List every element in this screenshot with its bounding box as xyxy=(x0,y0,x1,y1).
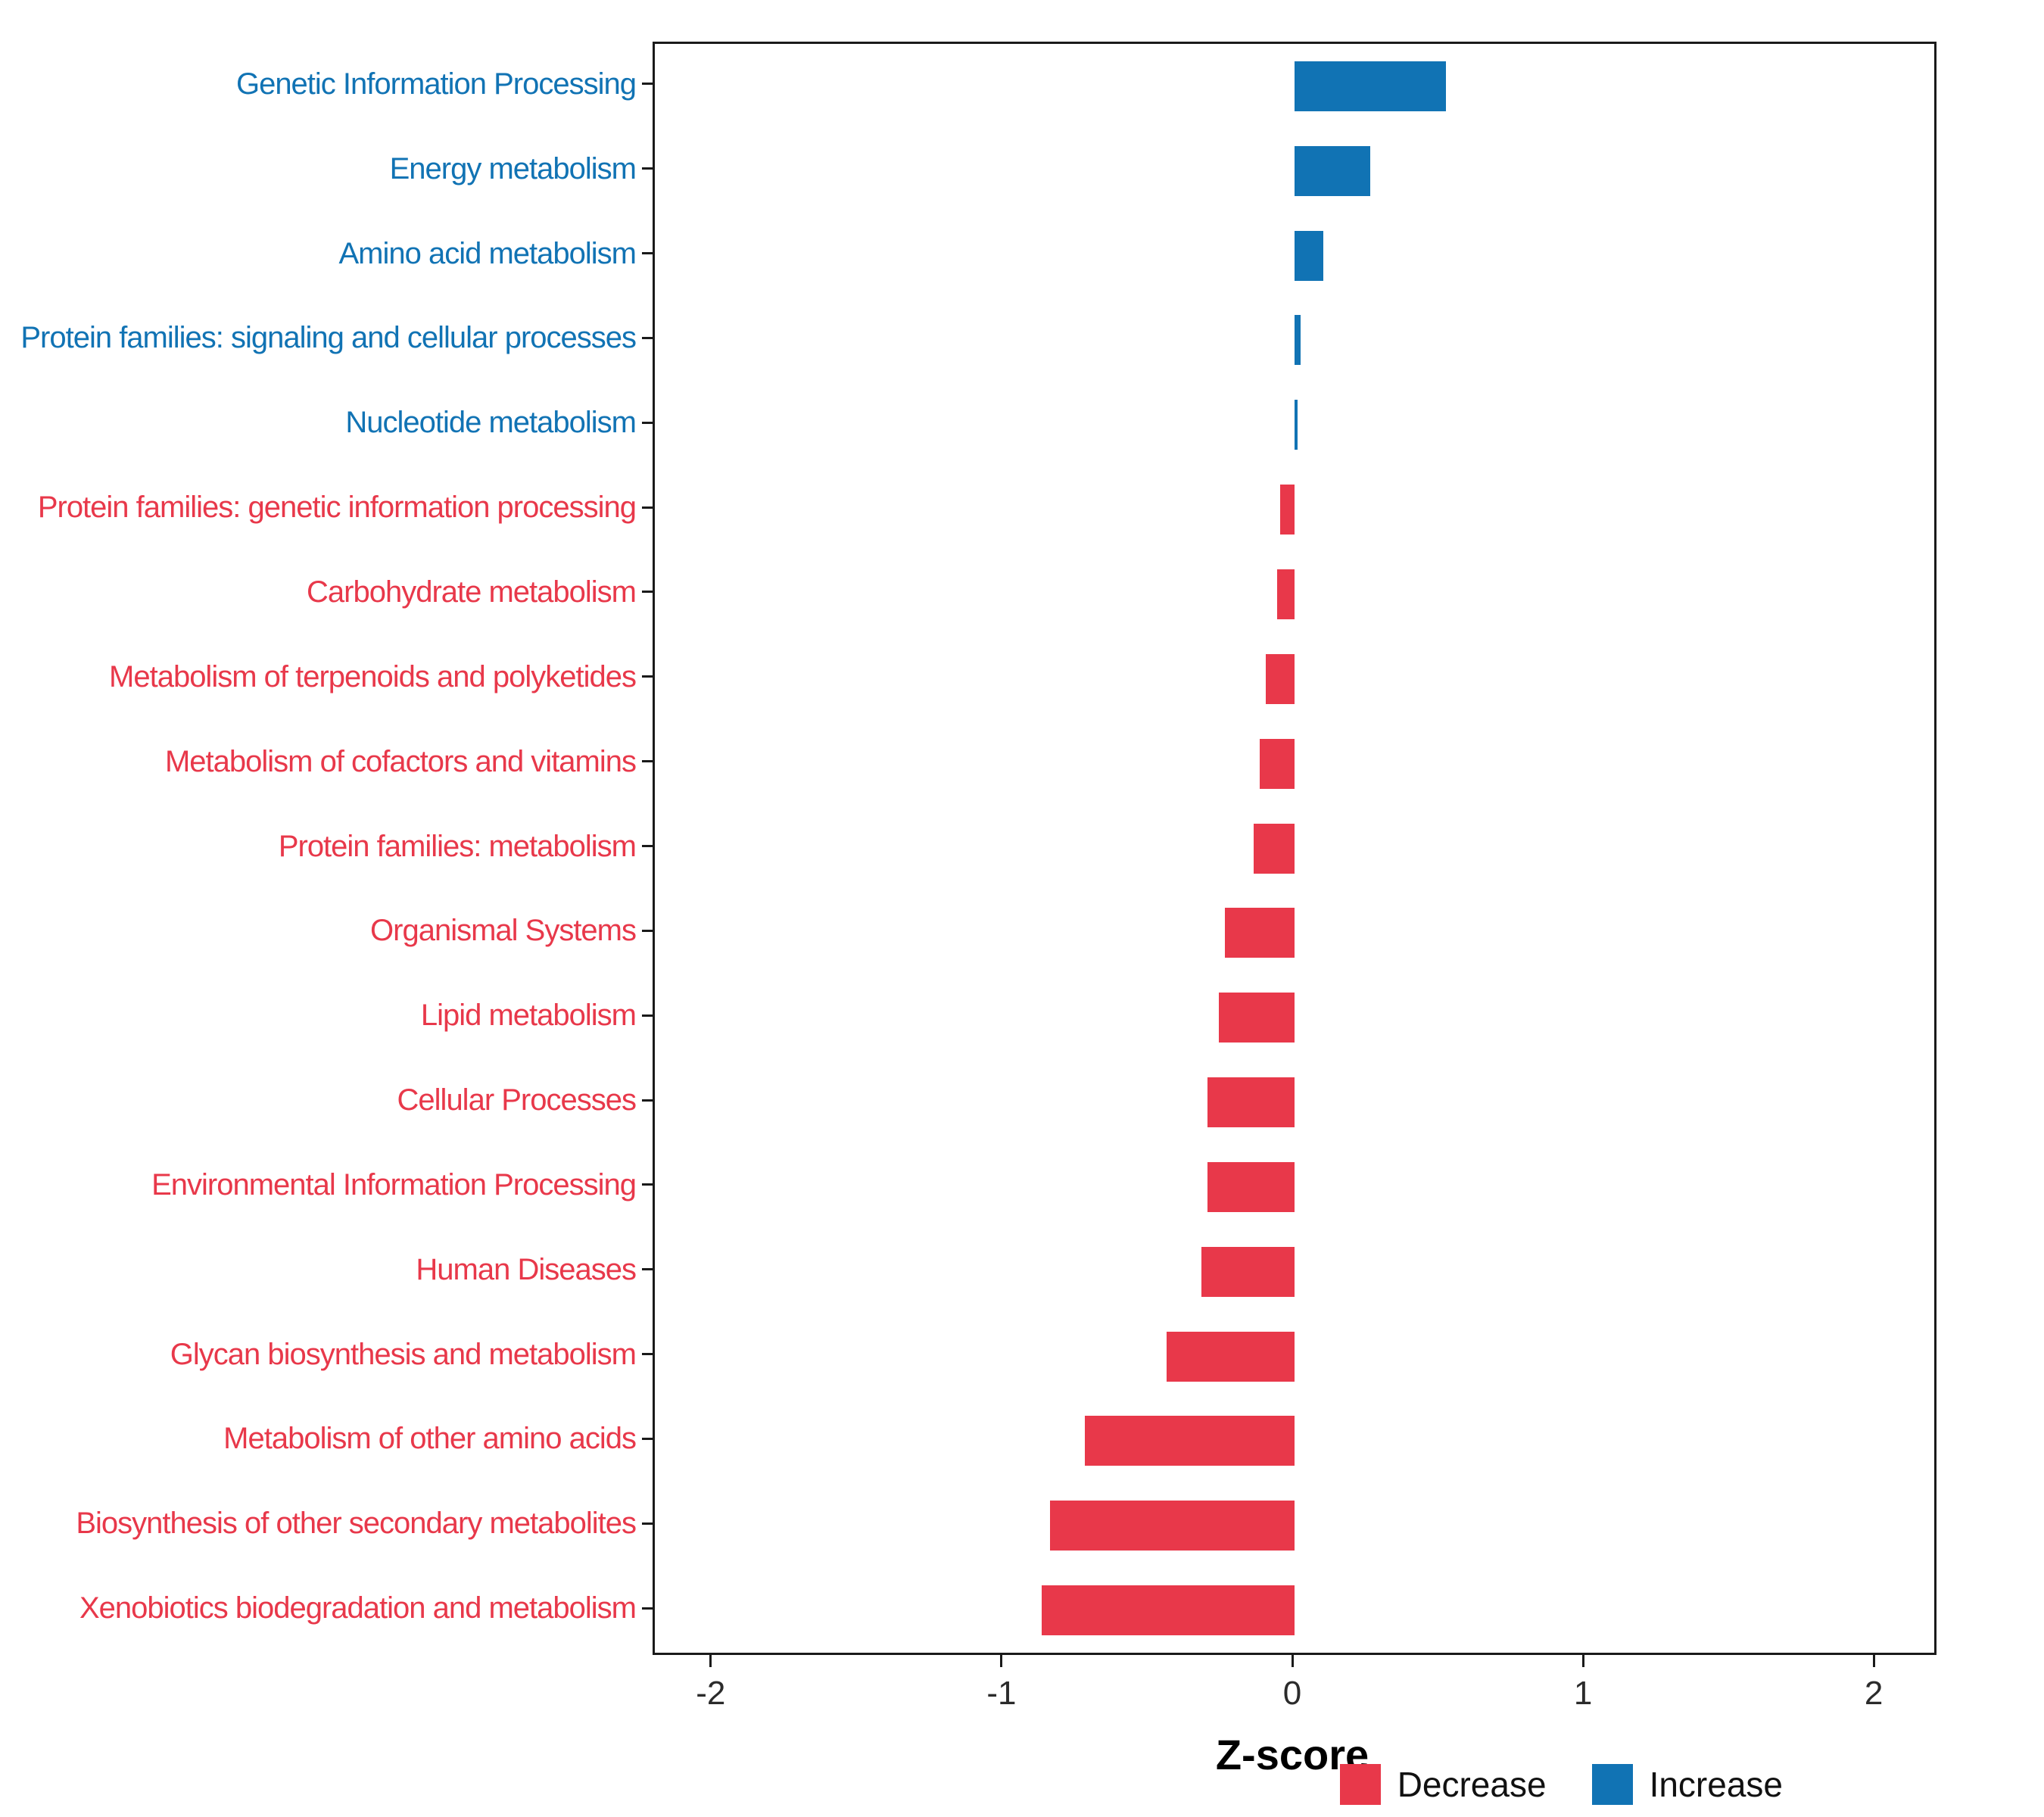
legend: Decrease Increase xyxy=(1339,1764,1783,1805)
bar-increase xyxy=(1295,145,1370,196)
y-axis-tick xyxy=(642,336,653,339)
y-axis-tick xyxy=(642,1268,653,1271)
y-axis-tick xyxy=(642,167,653,170)
category-label: Biosynthesis of other secondary metaboli… xyxy=(76,1507,637,1541)
category-label: Nucleotide metabolism xyxy=(345,406,637,440)
legend-label: Decrease xyxy=(1397,1765,1547,1804)
bar-decrease xyxy=(1085,1416,1295,1466)
x-axis-tick xyxy=(1581,1655,1584,1667)
x-axis-tick xyxy=(1000,1655,1003,1667)
y-axis-tick xyxy=(642,675,653,678)
bar-decrease xyxy=(1279,485,1295,535)
bar-increase xyxy=(1295,230,1324,281)
x-axis-tick-label: -2 xyxy=(696,1675,726,1712)
legend-item-increase: Increase xyxy=(1591,1764,1783,1805)
plot-panel xyxy=(653,42,1937,1655)
x-axis-tick xyxy=(1872,1655,1875,1667)
bar-increase xyxy=(1295,61,1446,111)
y-axis-tick xyxy=(642,252,653,255)
category-label: Protein families: metabolism xyxy=(278,829,637,863)
bar-decrease xyxy=(1207,1077,1295,1128)
bar-decrease xyxy=(1050,1501,1295,1551)
legend-swatch-icon xyxy=(1339,1764,1381,1805)
x-axis-tick-label: 1 xyxy=(1573,1675,1593,1712)
category-label: Metabolism of other amino acids xyxy=(223,1422,637,1456)
category-label: Carbohydrate metabolism xyxy=(307,575,637,609)
x-axis-tick xyxy=(709,1655,712,1667)
category-label: Protein families: genetic information pr… xyxy=(37,491,637,525)
x-axis-tick-label: 2 xyxy=(1864,1675,1884,1712)
category-label: Environmental Information Processing xyxy=(151,1167,637,1201)
x-axis-tick-label: 0 xyxy=(1282,1675,1302,1712)
y-axis-tick xyxy=(642,83,653,86)
y-axis-tick xyxy=(642,1353,653,1356)
category-label: Organismal Systems xyxy=(370,914,637,948)
category-label: Genetic Information Processing xyxy=(235,67,637,101)
bar-decrease xyxy=(1167,1331,1295,1382)
y-axis-tick xyxy=(642,929,653,932)
category-label: Lipid metabolism xyxy=(420,999,637,1033)
legend-swatch-icon xyxy=(1591,1764,1633,1805)
bar-increase xyxy=(1295,400,1298,450)
legend-label: Increase xyxy=(1649,1765,1783,1804)
bar-decrease xyxy=(1224,908,1295,958)
category-label: Protein families: signaling and cellular… xyxy=(20,321,637,355)
bar-decrease xyxy=(1201,1246,1295,1297)
y-axis-tick xyxy=(642,591,653,594)
category-label: Energy metabolism xyxy=(389,151,637,185)
y-axis-tick xyxy=(642,506,653,509)
bar-decrease xyxy=(1041,1585,1295,1636)
bar-decrease xyxy=(1265,653,1295,704)
category-label: Metabolism of terpenoids and polyketides xyxy=(109,659,637,693)
category-label: Human Diseases xyxy=(416,1252,637,1286)
x-axis-tick xyxy=(1291,1655,1294,1667)
bar-decrease xyxy=(1259,738,1295,789)
x-axis-tick-label: -1 xyxy=(986,1675,1017,1712)
y-axis-tick xyxy=(642,1437,653,1440)
category-label: Metabolism of cofactors and vitamins xyxy=(164,744,637,778)
category-label: Glycan biosynthesis and metabolism xyxy=(170,1337,637,1371)
y-axis-tick xyxy=(642,1522,653,1525)
category-label: Amino acid metabolism xyxy=(338,236,637,270)
bar-decrease xyxy=(1254,823,1295,874)
y-axis-tick xyxy=(642,845,653,847)
y-axis-tick xyxy=(642,1183,653,1186)
category-label: Cellular Processes xyxy=(397,1083,637,1117)
bar-decrease xyxy=(1276,569,1295,619)
y-axis-tick xyxy=(642,1607,653,1610)
bar-decrease xyxy=(1207,1161,1295,1212)
y-axis-tick xyxy=(642,760,653,763)
y-axis-tick xyxy=(642,1014,653,1017)
bar-increase xyxy=(1295,315,1301,366)
y-axis-tick xyxy=(642,421,653,424)
y-axis-tick xyxy=(642,1099,653,1102)
legend-item-decrease: Decrease xyxy=(1339,1764,1547,1805)
bar-decrease xyxy=(1219,993,1295,1043)
category-label: Xenobiotics biodegradation and metabolis… xyxy=(79,1591,637,1625)
